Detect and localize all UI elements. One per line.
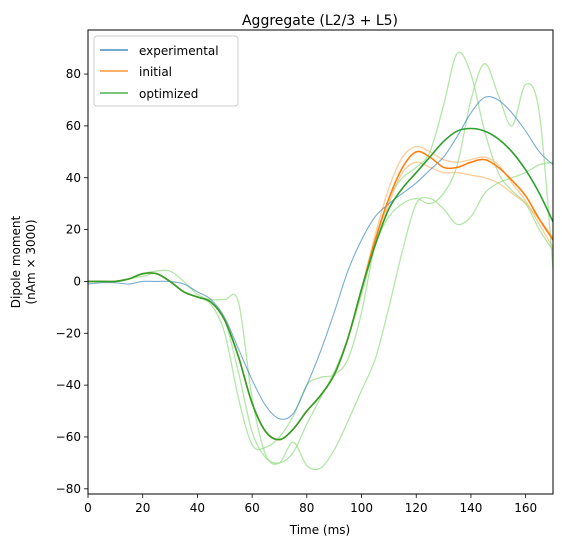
legend: experimental initial optimized xyxy=(93,35,239,107)
y-tick-label: −40 xyxy=(56,378,81,392)
x-axis-label: Time (ms) xyxy=(289,523,351,537)
y-tick-label: −60 xyxy=(56,430,81,444)
y-tick-label: 80 xyxy=(66,67,81,81)
y-tick-label: 40 xyxy=(66,171,81,185)
x-tick-label: 140 xyxy=(459,501,482,515)
y-axis-label-line1: Dipole moment xyxy=(9,215,23,308)
y-axis-label-line2: (nAm × 3000) xyxy=(24,219,38,304)
series-lines xyxy=(88,95,553,441)
x-axis-ticks: 0 20 40 60 80 100 120 140 160 xyxy=(84,494,537,515)
x-tick-label: 80 xyxy=(299,501,314,515)
y-tick-label: −80 xyxy=(56,482,81,496)
legend-label-optimized: optimized xyxy=(139,87,198,101)
y-tick-label: 60 xyxy=(66,119,81,133)
x-tick-label: 100 xyxy=(350,501,373,515)
series-line-optimized xyxy=(88,127,553,441)
x-tick-label: 0 xyxy=(84,501,92,515)
chart-title: Aggregate (L2/3 + L5) xyxy=(242,13,398,29)
plot-frame xyxy=(87,29,554,495)
series-line-experimental xyxy=(88,95,553,420)
y-tick-label: −20 xyxy=(56,326,81,340)
trial-line-3 xyxy=(88,161,553,471)
y-axis-ticks: −80 −60 −40 −20 0 20 40 60 80 xyxy=(56,67,88,496)
y-tick-label: 0 xyxy=(73,274,81,288)
x-tick-label: 20 xyxy=(135,501,150,515)
legend-box xyxy=(93,35,239,107)
x-tick-label: 160 xyxy=(514,501,537,515)
x-tick-label: 40 xyxy=(190,501,205,515)
x-tick-label: 60 xyxy=(244,501,259,515)
legend-label-initial: initial xyxy=(139,65,172,79)
legend-label-experimental: experimental xyxy=(139,44,219,58)
y-tick-label: 20 xyxy=(66,223,81,237)
x-tick-label: 120 xyxy=(405,501,428,515)
